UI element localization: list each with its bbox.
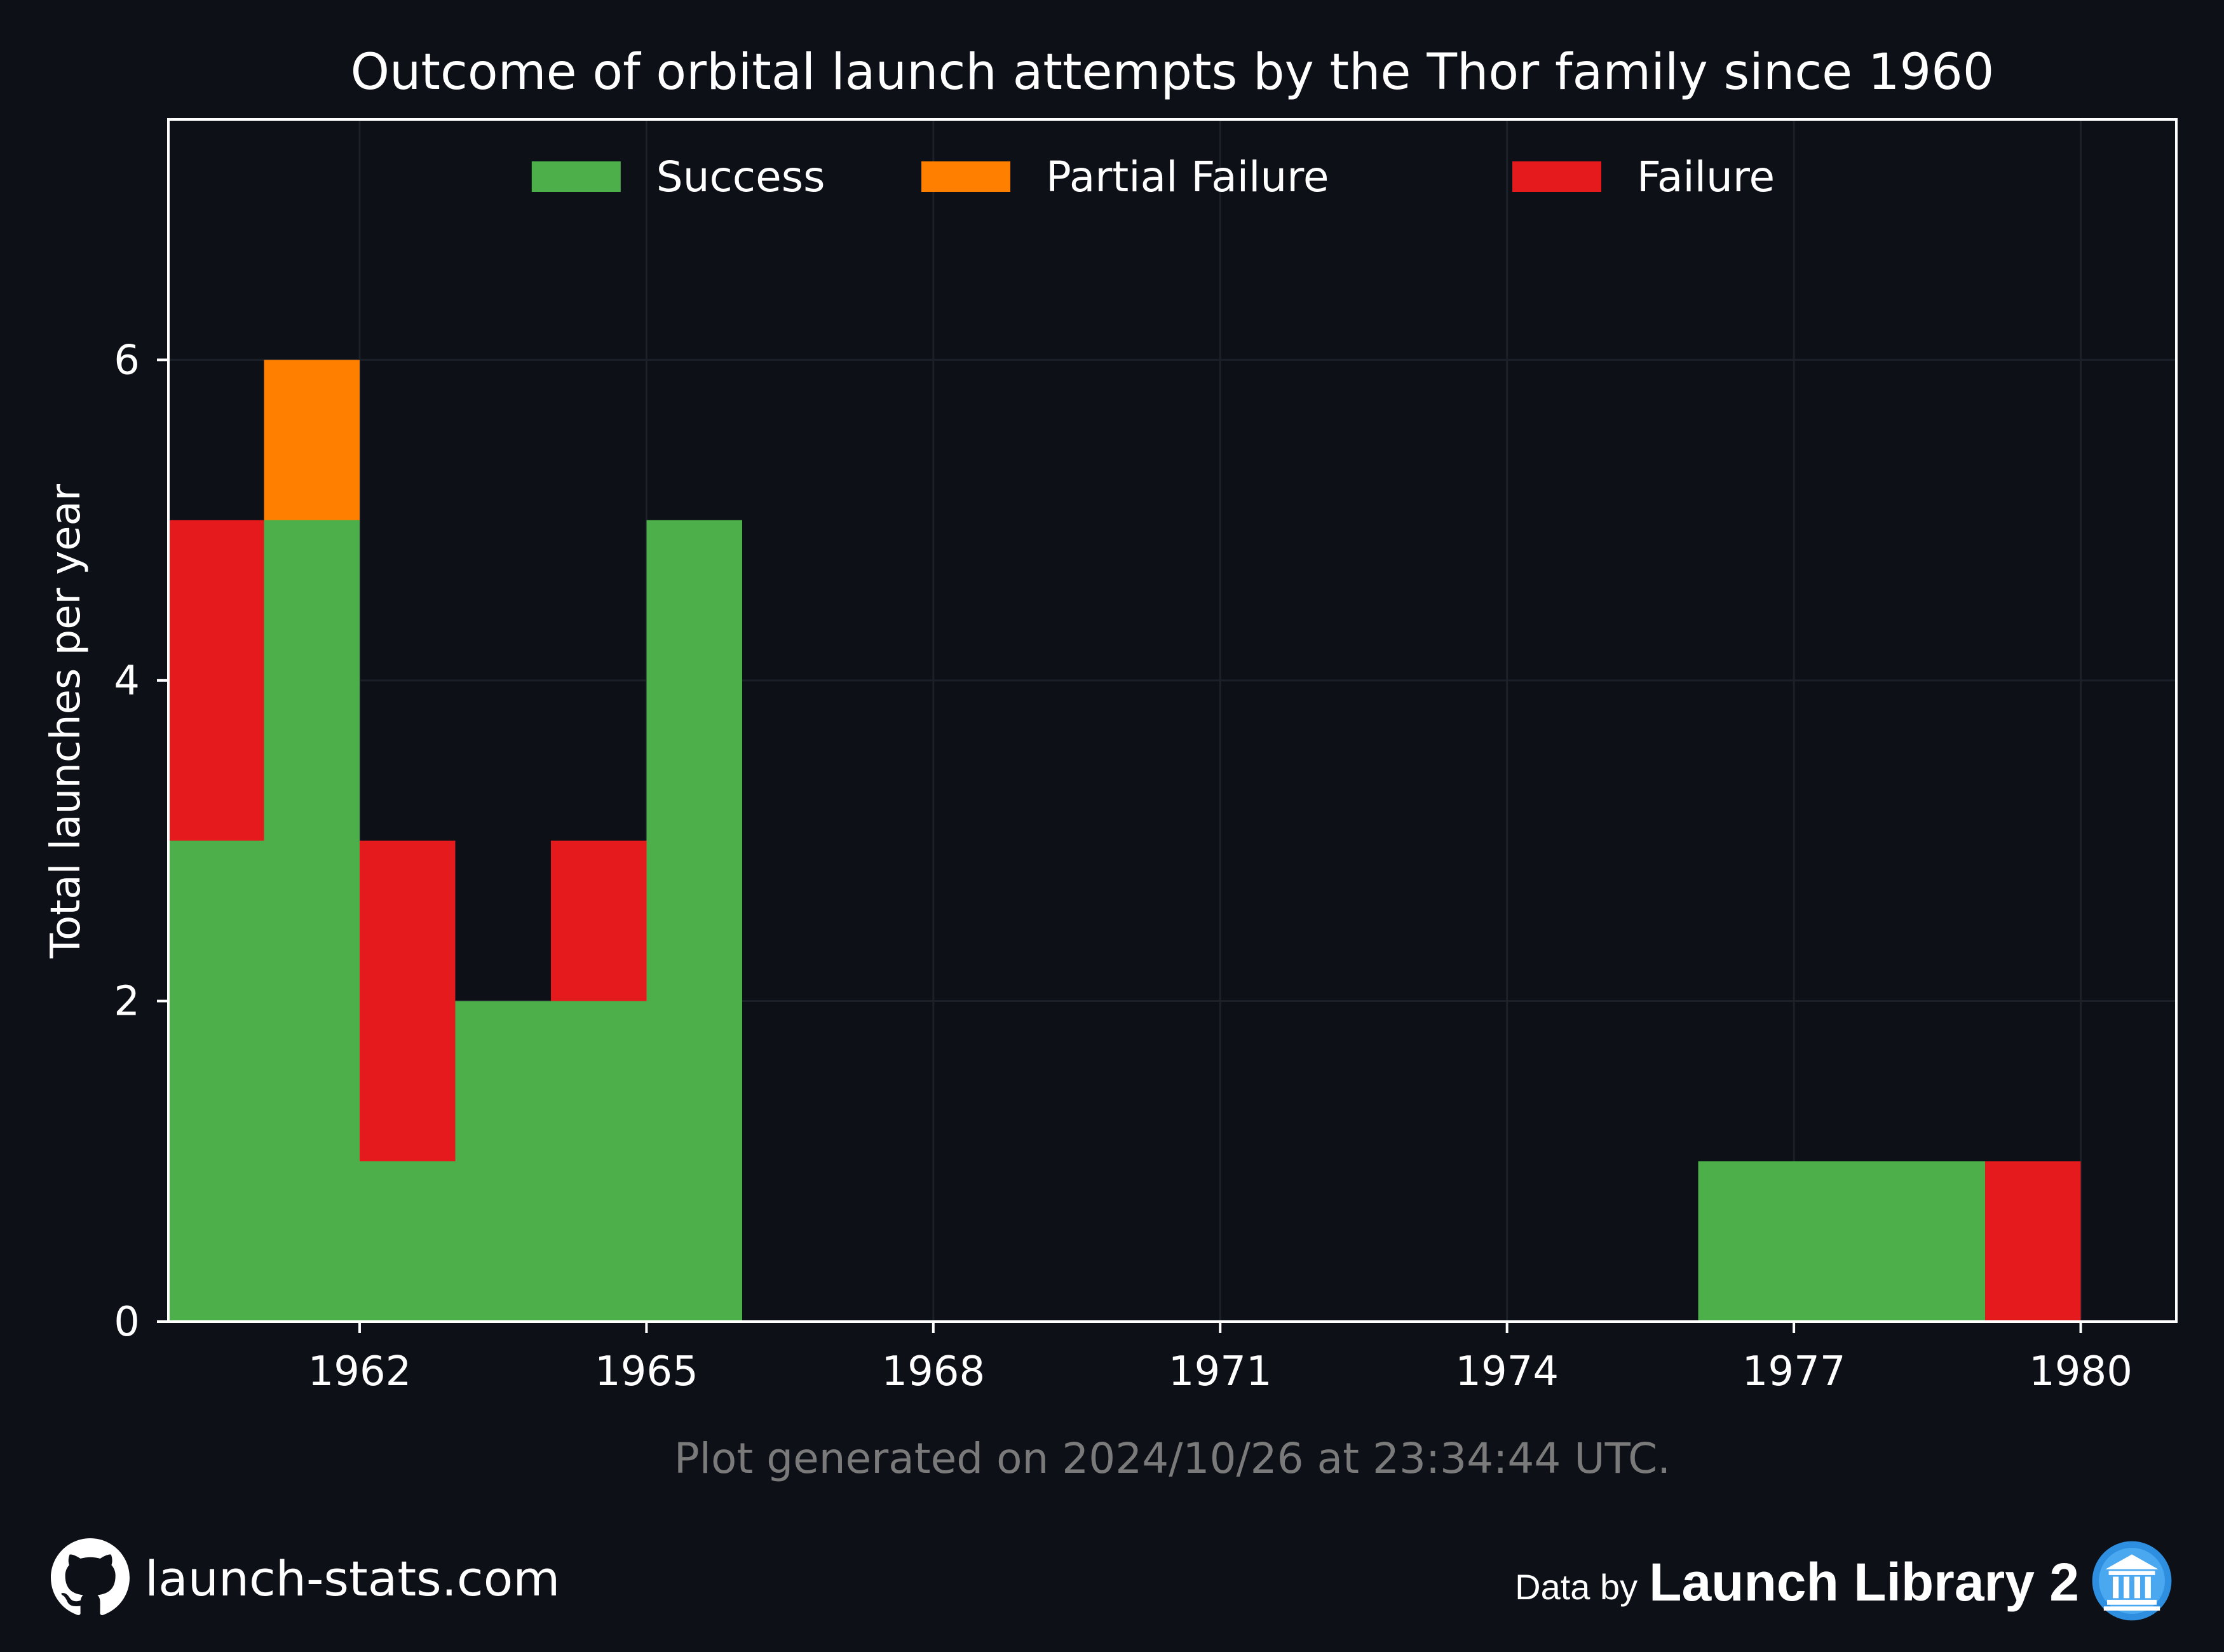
x-tick-label: 1968 — [881, 1348, 985, 1395]
bar-success-1965 — [550, 1001, 647, 1322]
legend-label-failure: Failure — [1637, 152, 1775, 201]
github-icon[interactable] — [51, 1538, 130, 1620]
bar-partial-failure-1962 — [264, 360, 360, 520]
x-tick-label: 1962 — [308, 1348, 412, 1395]
bar-success-1962 — [264, 520, 360, 1322]
x-tick-label: 1980 — [2029, 1348, 2132, 1395]
data-credit: Data by Launch Library 2 — [1515, 1541, 2173, 1623]
site-link[interactable]: launch-stats.com — [145, 1550, 560, 1607]
x-tick-label: 1971 — [1169, 1348, 1272, 1395]
site-credit: launch-stats.com — [51, 1538, 560, 1620]
x-tick-label: 1977 — [1742, 1348, 1846, 1395]
y-tick-label: 2 — [114, 978, 140, 1025]
launch-library-link[interactable]: Launch Library 2 — [1649, 1552, 2079, 1612]
y-tick-label: 0 — [114, 1299, 140, 1346]
y-tick-label: 6 — [114, 337, 140, 384]
bars — [168, 360, 2081, 1322]
launch-library-icon — [2091, 1540, 2173, 1625]
bar-success-1977 — [1698, 1161, 1794, 1322]
x-tick-label: 1965 — [595, 1348, 698, 1395]
bar-success-1979 — [1889, 1161, 1986, 1322]
chart-title: Outcome of orbital launch attempts by th… — [351, 44, 1995, 101]
bar-success-1964 — [455, 1001, 551, 1322]
y-axis-label: Total launches per year — [43, 484, 90, 959]
plot-frame — [167, 118, 2178, 1323]
bar-failure-1965 — [550, 841, 647, 1001]
legend-label-success: Success — [656, 152, 825, 201]
y-tick-label: 4 — [114, 658, 140, 705]
bar-success-1963 — [359, 1161, 456, 1322]
legend: Success Partial Failure Failure — [531, 152, 1775, 201]
grid-lines — [168, 119, 2176, 1323]
bar-success-1978 — [1794, 1161, 1890, 1322]
bar-failure-1961 — [168, 520, 264, 841]
legend-label-partial-failure: Partial Failure — [1046, 152, 1329, 201]
bar-success-1961 — [168, 841, 264, 1322]
bar-success-1966 — [646, 520, 742, 1322]
plot-generated-note: Plot generated on 2024/10/26 at 23:34:44… — [674, 1434, 1671, 1483]
data-by-label: Data by — [1515, 1566, 1638, 1607]
bar-failure-1963 — [359, 841, 456, 1161]
legend-swatch-partial-failure — [921, 161, 1010, 192]
legend-swatch-success — [531, 161, 621, 192]
axis-ticks: 1962 1965 1968 1971 1974 1977 1980 0 2 4 6 — [114, 337, 2132, 1395]
bar-failure-1980 — [1985, 1161, 2081, 1322]
x-tick-label: 1974 — [1455, 1348, 1559, 1395]
legend-swatch-failure — [1512, 161, 1601, 192]
